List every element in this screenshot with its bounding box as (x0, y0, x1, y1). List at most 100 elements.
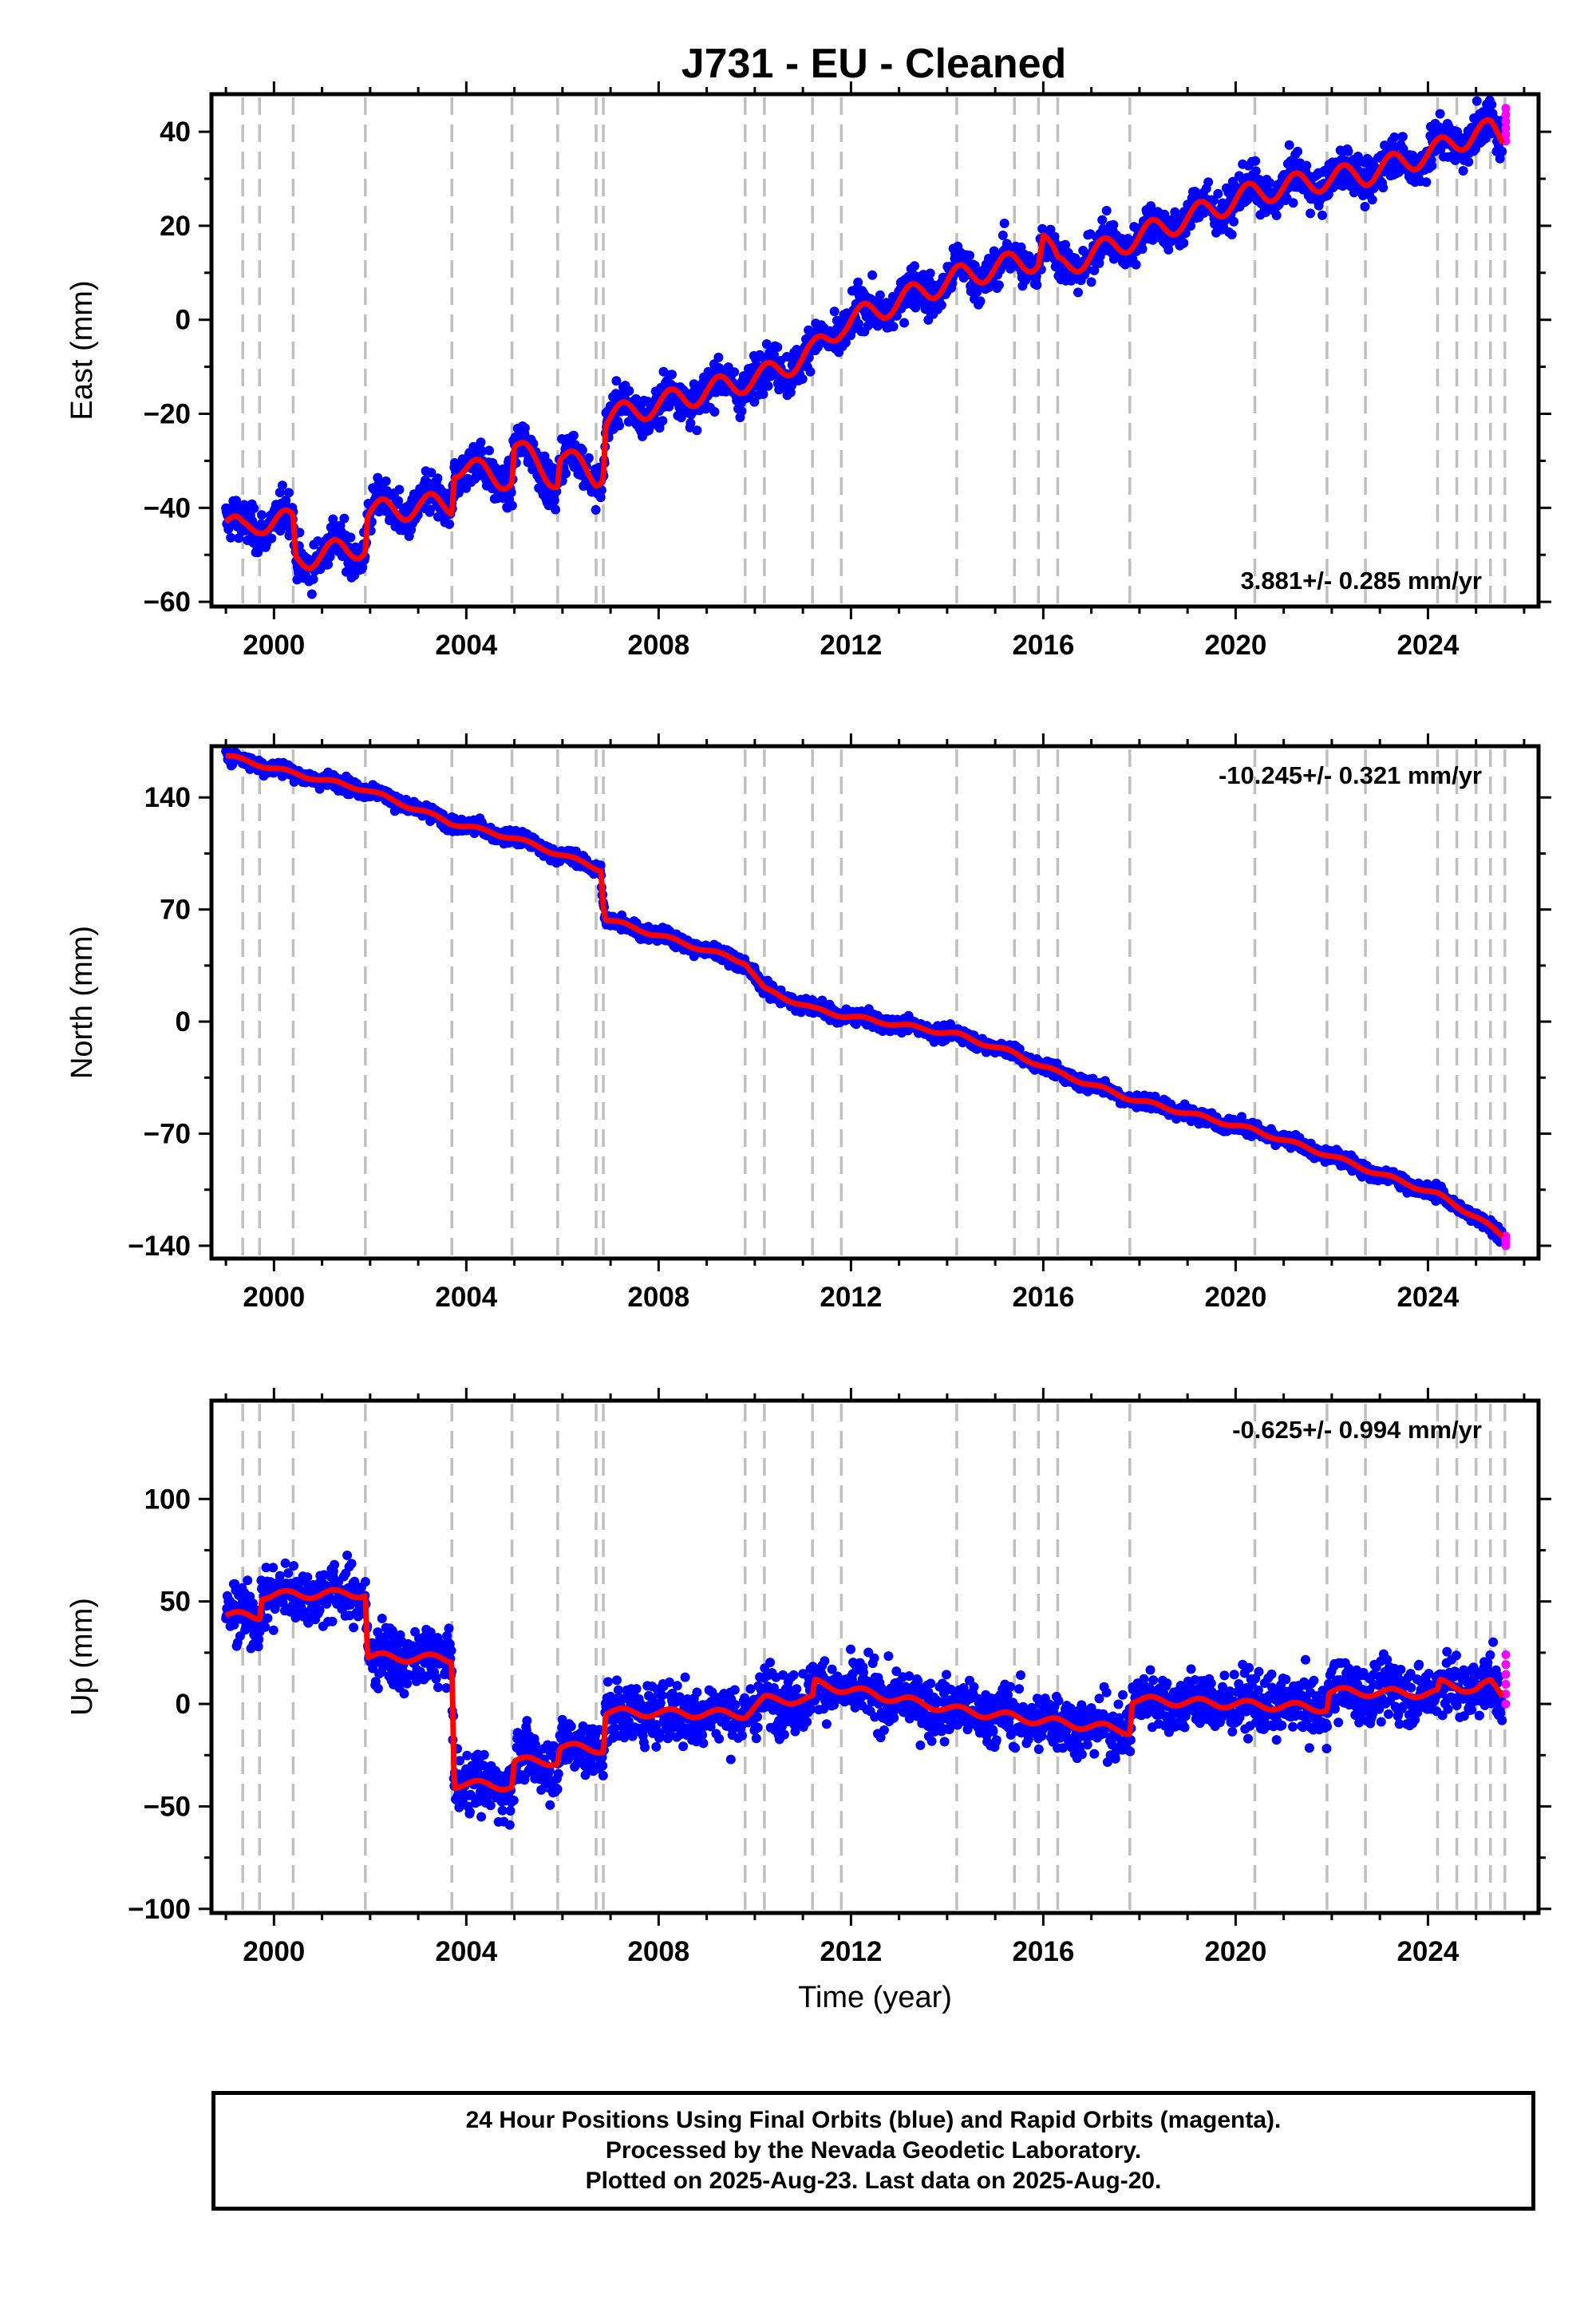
x-tick-label: 2016 (1012, 630, 1074, 661)
final-point (910, 261, 919, 271)
final-point (1464, 156, 1474, 167)
final-point (994, 280, 1004, 290)
final-point (829, 306, 839, 317)
final-point (709, 407, 720, 417)
final-point (519, 423, 530, 433)
final-point (561, 468, 571, 479)
final-point (1223, 188, 1234, 198)
x-tick-label: 2012 (820, 630, 882, 661)
final-point (1458, 166, 1468, 176)
final-point (664, 401, 674, 412)
final-point (1097, 215, 1108, 225)
north-panel: 2000 2004 2008 2012 2016 2020 2024140700−70−14… (65, 733, 1551, 1313)
final-point (899, 318, 910, 328)
final-point (425, 504, 436, 515)
final-point (1061, 239, 1070, 250)
final-point (476, 437, 486, 448)
final-point (667, 370, 677, 380)
velocity-rate-label: 3.881+/- 0.285 mm/yr (1241, 567, 1482, 595)
final-point (323, 559, 334, 570)
final-point (313, 536, 323, 546)
final-point (577, 445, 587, 456)
final-point (591, 504, 601, 515)
final-point (853, 277, 863, 287)
final-point (772, 342, 783, 352)
model-fit-line (223, 117, 1506, 571)
y-tick-label: 0 (176, 305, 191, 336)
final-point (1288, 198, 1298, 208)
rapid-point (1501, 136, 1511, 146)
final-point (1203, 177, 1214, 188)
final-point (1397, 132, 1408, 142)
final-point (1472, 96, 1482, 106)
final-point (797, 373, 808, 384)
final-point (283, 488, 294, 498)
final-point (1302, 160, 1312, 171)
final-point (551, 504, 561, 515)
final-point (1089, 265, 1100, 275)
final-point (614, 421, 625, 431)
final-point (277, 480, 287, 491)
final-point (685, 418, 696, 429)
final-point (393, 496, 404, 506)
east-panel: 2000 2004 2008 2012 2016 2020 202440200−20−40−… (65, 81, 1551, 661)
final-point (611, 376, 622, 386)
final-point (1086, 277, 1096, 287)
final-point (998, 230, 1008, 240)
plot-frame (209, 92, 1541, 609)
final-point (1265, 178, 1275, 188)
final-point (1487, 100, 1497, 110)
final-point (267, 533, 277, 543)
final-point (692, 425, 702, 436)
final-point (306, 589, 317, 599)
final-point (817, 995, 828, 1006)
final-point (888, 322, 899, 332)
final-point (1094, 258, 1104, 268)
final-point (840, 338, 851, 348)
final-point (975, 296, 986, 306)
final-point (249, 504, 259, 513)
final-point (568, 430, 579, 441)
final-point (853, 318, 863, 329)
final-point (729, 367, 740, 377)
x-tick-label: 2004 (435, 630, 497, 661)
final-point (549, 496, 559, 506)
final-point (328, 514, 338, 524)
final-point (867, 270, 878, 280)
final-point (1250, 156, 1261, 166)
final-point (658, 416, 668, 426)
final-point (1378, 183, 1389, 193)
y-tick-label: −60 (144, 587, 191, 618)
final-point (1271, 210, 1282, 220)
final-point (713, 352, 724, 362)
final-point (1045, 224, 1056, 235)
final-point (1293, 146, 1303, 156)
final-point (1284, 140, 1294, 150)
final-point (346, 532, 356, 543)
final-point (875, 290, 885, 300)
final-point (1179, 238, 1189, 248)
rapid-orbit-points (1501, 104, 1511, 146)
final-point (433, 473, 443, 484)
final-point (507, 500, 517, 511)
final-point (1137, 244, 1148, 254)
y-axis-label: East (mm) (65, 280, 99, 420)
final-point (1163, 244, 1174, 255)
final-point (749, 397, 760, 407)
final-point (358, 562, 368, 572)
final-point (1427, 160, 1437, 171)
final-point (1032, 280, 1042, 290)
final-point (1398, 144, 1408, 154)
final-point (763, 381, 773, 391)
final-orbit-points (221, 746, 1507, 1247)
final-point (1421, 177, 1432, 188)
x-tick-label: 2000 (243, 630, 305, 661)
rapid-point (1501, 104, 1511, 113)
x-tick-label: 2020 (1204, 630, 1266, 661)
final-point (1367, 195, 1377, 205)
final-point (308, 574, 318, 584)
final-point (257, 510, 267, 520)
final-point (1227, 229, 1237, 239)
final-point (294, 528, 305, 538)
